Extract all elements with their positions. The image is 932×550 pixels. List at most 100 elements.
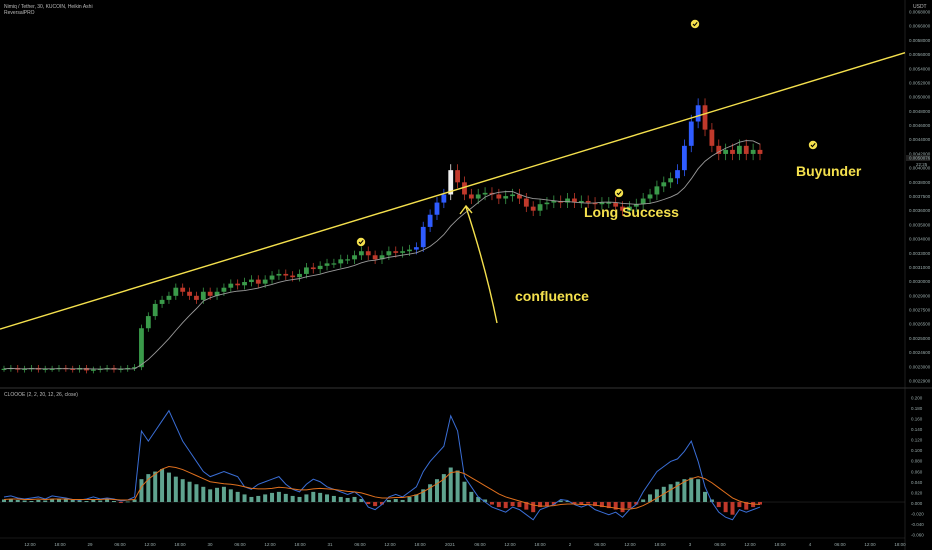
histogram-bar (283, 493, 288, 503)
histogram-bar (579, 502, 584, 505)
time-tick-label: 2021 (445, 542, 456, 547)
histogram-bar (345, 497, 350, 503)
histogram-bar (166, 472, 171, 503)
candle-body (578, 200, 584, 203)
candle-body (496, 194, 502, 199)
time-tick-label: 31 (327, 542, 333, 547)
candle-body (297, 273, 302, 278)
osc-tick-label: 0.140 (911, 427, 923, 432)
price-tick-label: 0.0034000 (909, 237, 931, 242)
time-tick-label: 18:00 (294, 542, 306, 547)
histogram-bar (414, 494, 419, 503)
histogram-bar (524, 502, 529, 510)
histogram-bar (682, 479, 687, 503)
histogram-bar (613, 502, 618, 510)
candle-body (304, 267, 309, 274)
candle-body (682, 145, 687, 171)
histogram-bar (297, 496, 302, 503)
confluence-arrow (459, 204, 498, 324)
candle-body (661, 182, 667, 187)
histogram-bar (338, 496, 343, 503)
price-marker (906, 154, 930, 161)
osc-tick-label: -0.040 (911, 522, 924, 527)
price-tick-label: 0.0058000 (909, 38, 931, 43)
candle-body (475, 194, 481, 199)
histogram-bar (77, 500, 82, 503)
histogram-bar (434, 479, 439, 503)
osc-tick-label: 0.200 (911, 396, 923, 401)
candle-body (627, 206, 632, 211)
candle-body (517, 194, 522, 199)
check-circle-icon (808, 140, 818, 150)
price-tick-label: 0.0022900 (909, 379, 931, 384)
osc-tick-label: 0.160 (911, 417, 923, 422)
candle-body (365, 251, 371, 256)
histogram-bar (146, 474, 151, 503)
candle-body (310, 267, 316, 270)
histogram-bar (496, 502, 501, 508)
price-tick-label: 0.0029000 (909, 293, 931, 298)
histogram-bar (208, 489, 213, 503)
time-tick-label: 06:00 (714, 542, 726, 547)
histogram-bar (407, 496, 412, 503)
histogram-bar (263, 494, 268, 503)
candle-body (249, 279, 254, 283)
histogram-bar (187, 481, 192, 503)
histogram-bar (153, 471, 158, 503)
candle-body (317, 265, 323, 270)
histogram-bar (544, 502, 549, 507)
histogram-bar (689, 477, 694, 503)
histogram-bar (139, 479, 144, 503)
histogram-bar (551, 502, 556, 505)
candle-body (633, 204, 639, 207)
histogram-bar (29, 501, 34, 503)
candle-body (654, 186, 660, 195)
histogram-bar (627, 502, 632, 509)
check-mark (358, 240, 364, 245)
histogram-bar (111, 501, 116, 503)
price-tick-label: 0.0056000 (909, 52, 931, 57)
candle-body (455, 170, 460, 183)
price-tick-label: 0.0033000 (909, 251, 931, 256)
histogram-bar (703, 491, 708, 503)
histogram-bar (709, 499, 714, 503)
histogram-bar (510, 502, 515, 507)
check-circle (690, 19, 700, 29)
check-circle-icon (356, 237, 366, 247)
candle-body (585, 200, 591, 203)
histogram-bar (606, 502, 611, 509)
currency-label: USDT (913, 4, 927, 10)
histogram-bar (730, 502, 735, 515)
candle-body (427, 214, 433, 227)
price-tick-label: 0.0025000 (909, 336, 931, 341)
histogram-bar (489, 502, 494, 505)
histogram-bar (744, 502, 749, 510)
histogram-bar (235, 491, 240, 503)
time-tick-label: 18:00 (654, 542, 666, 547)
histogram-bar (428, 484, 433, 503)
histogram-bar (256, 495, 261, 503)
candle-body (331, 263, 337, 265)
check-mark (810, 143, 816, 148)
candle-body (324, 263, 330, 266)
candle-body (290, 275, 296, 278)
price-tick-label: 0.0036000 (909, 208, 931, 213)
buyunder-label: Buyunder (796, 163, 862, 179)
histogram-bar (331, 495, 336, 503)
candle-body (22, 368, 28, 370)
candle-body (448, 170, 454, 195)
candle-body (640, 198, 646, 205)
histogram-bar (215, 487, 220, 503)
time-tick-label: 30 (207, 542, 213, 547)
histogram-bar (373, 502, 378, 507)
histogram-bar (270, 492, 275, 503)
histogram-bar (758, 502, 762, 505)
histogram-bar (751, 502, 756, 508)
oscillator-pane (0, 409, 905, 521)
histogram-bar (56, 498, 61, 503)
candle-body (420, 226, 426, 248)
candle-body (228, 283, 234, 288)
histogram-bar (668, 484, 673, 503)
